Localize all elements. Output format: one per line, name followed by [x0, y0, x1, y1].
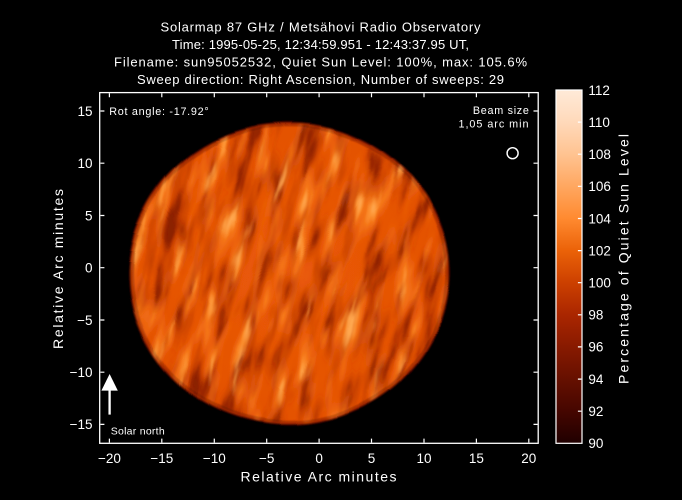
svg-text:100: 100: [588, 276, 611, 291]
svg-text:110: 110: [588, 115, 610, 130]
svg-text:0: 0: [315, 451, 323, 466]
svg-text:Solarmap 87 GHz / Metsähovi Ra: Solarmap 87 GHz / Metsähovi Radio Observ…: [161, 20, 482, 35]
svg-text:104: 104: [588, 211, 611, 226]
svg-text:−5: −5: [259, 451, 274, 466]
svg-text:15: 15: [469, 451, 484, 466]
svg-text:0: 0: [85, 261, 93, 276]
svg-text:−15: −15: [150, 451, 173, 466]
svg-text:96: 96: [588, 340, 603, 355]
svg-text:5: 5: [85, 208, 93, 223]
svg-text:108: 108: [588, 147, 611, 162]
svg-text:−5: −5: [77, 313, 92, 328]
svg-text:−15: −15: [70, 417, 93, 432]
svg-text:−10: −10: [203, 451, 226, 466]
svg-text:112: 112: [588, 83, 610, 98]
svg-text:102: 102: [588, 243, 611, 258]
svg-text:Relative Arc minutes: Relative Arc minutes: [50, 189, 66, 349]
svg-text:Relative Arc minutes: Relative Arc minutes: [241, 469, 397, 485]
svg-text:94: 94: [588, 372, 604, 387]
svg-text:20: 20: [521, 451, 536, 466]
svg-text:Percentage of Quiet Sun Level: Percentage of Quiet Sun Level: [616, 134, 632, 384]
svg-text:Time: 1995-05-25, 12:34:59.951: Time: 1995-05-25, 12:34:59.951 - 12:43:3…: [172, 37, 469, 52]
svg-text:Rot angle: -17.92°: Rot angle: -17.92°: [109, 106, 209, 118]
svg-text:98: 98: [588, 308, 603, 323]
svg-text:90: 90: [588, 436, 603, 451]
svg-text:10: 10: [416, 451, 431, 466]
svg-text:10: 10: [77, 156, 92, 171]
svg-text:Filename: sun95052532, Quiet S: Filename: sun95052532, Quiet Sun Level: …: [114, 54, 527, 69]
svg-text:−10: −10: [70, 365, 93, 380]
svg-text:92: 92: [588, 404, 603, 419]
svg-text:Beam size: Beam size: [473, 105, 529, 117]
svg-text:Sweep direction: Right Ascensi: Sweep direction: Right Ascension, Number…: [137, 72, 504, 87]
svg-text:5: 5: [368, 451, 376, 466]
svg-text:1,05 arc min: 1,05 arc min: [459, 119, 529, 131]
svg-text:−20: −20: [98, 451, 121, 466]
svg-text:106: 106: [588, 179, 611, 194]
svg-text:15: 15: [77, 104, 92, 119]
svg-text:Solar north: Solar north: [111, 426, 165, 438]
